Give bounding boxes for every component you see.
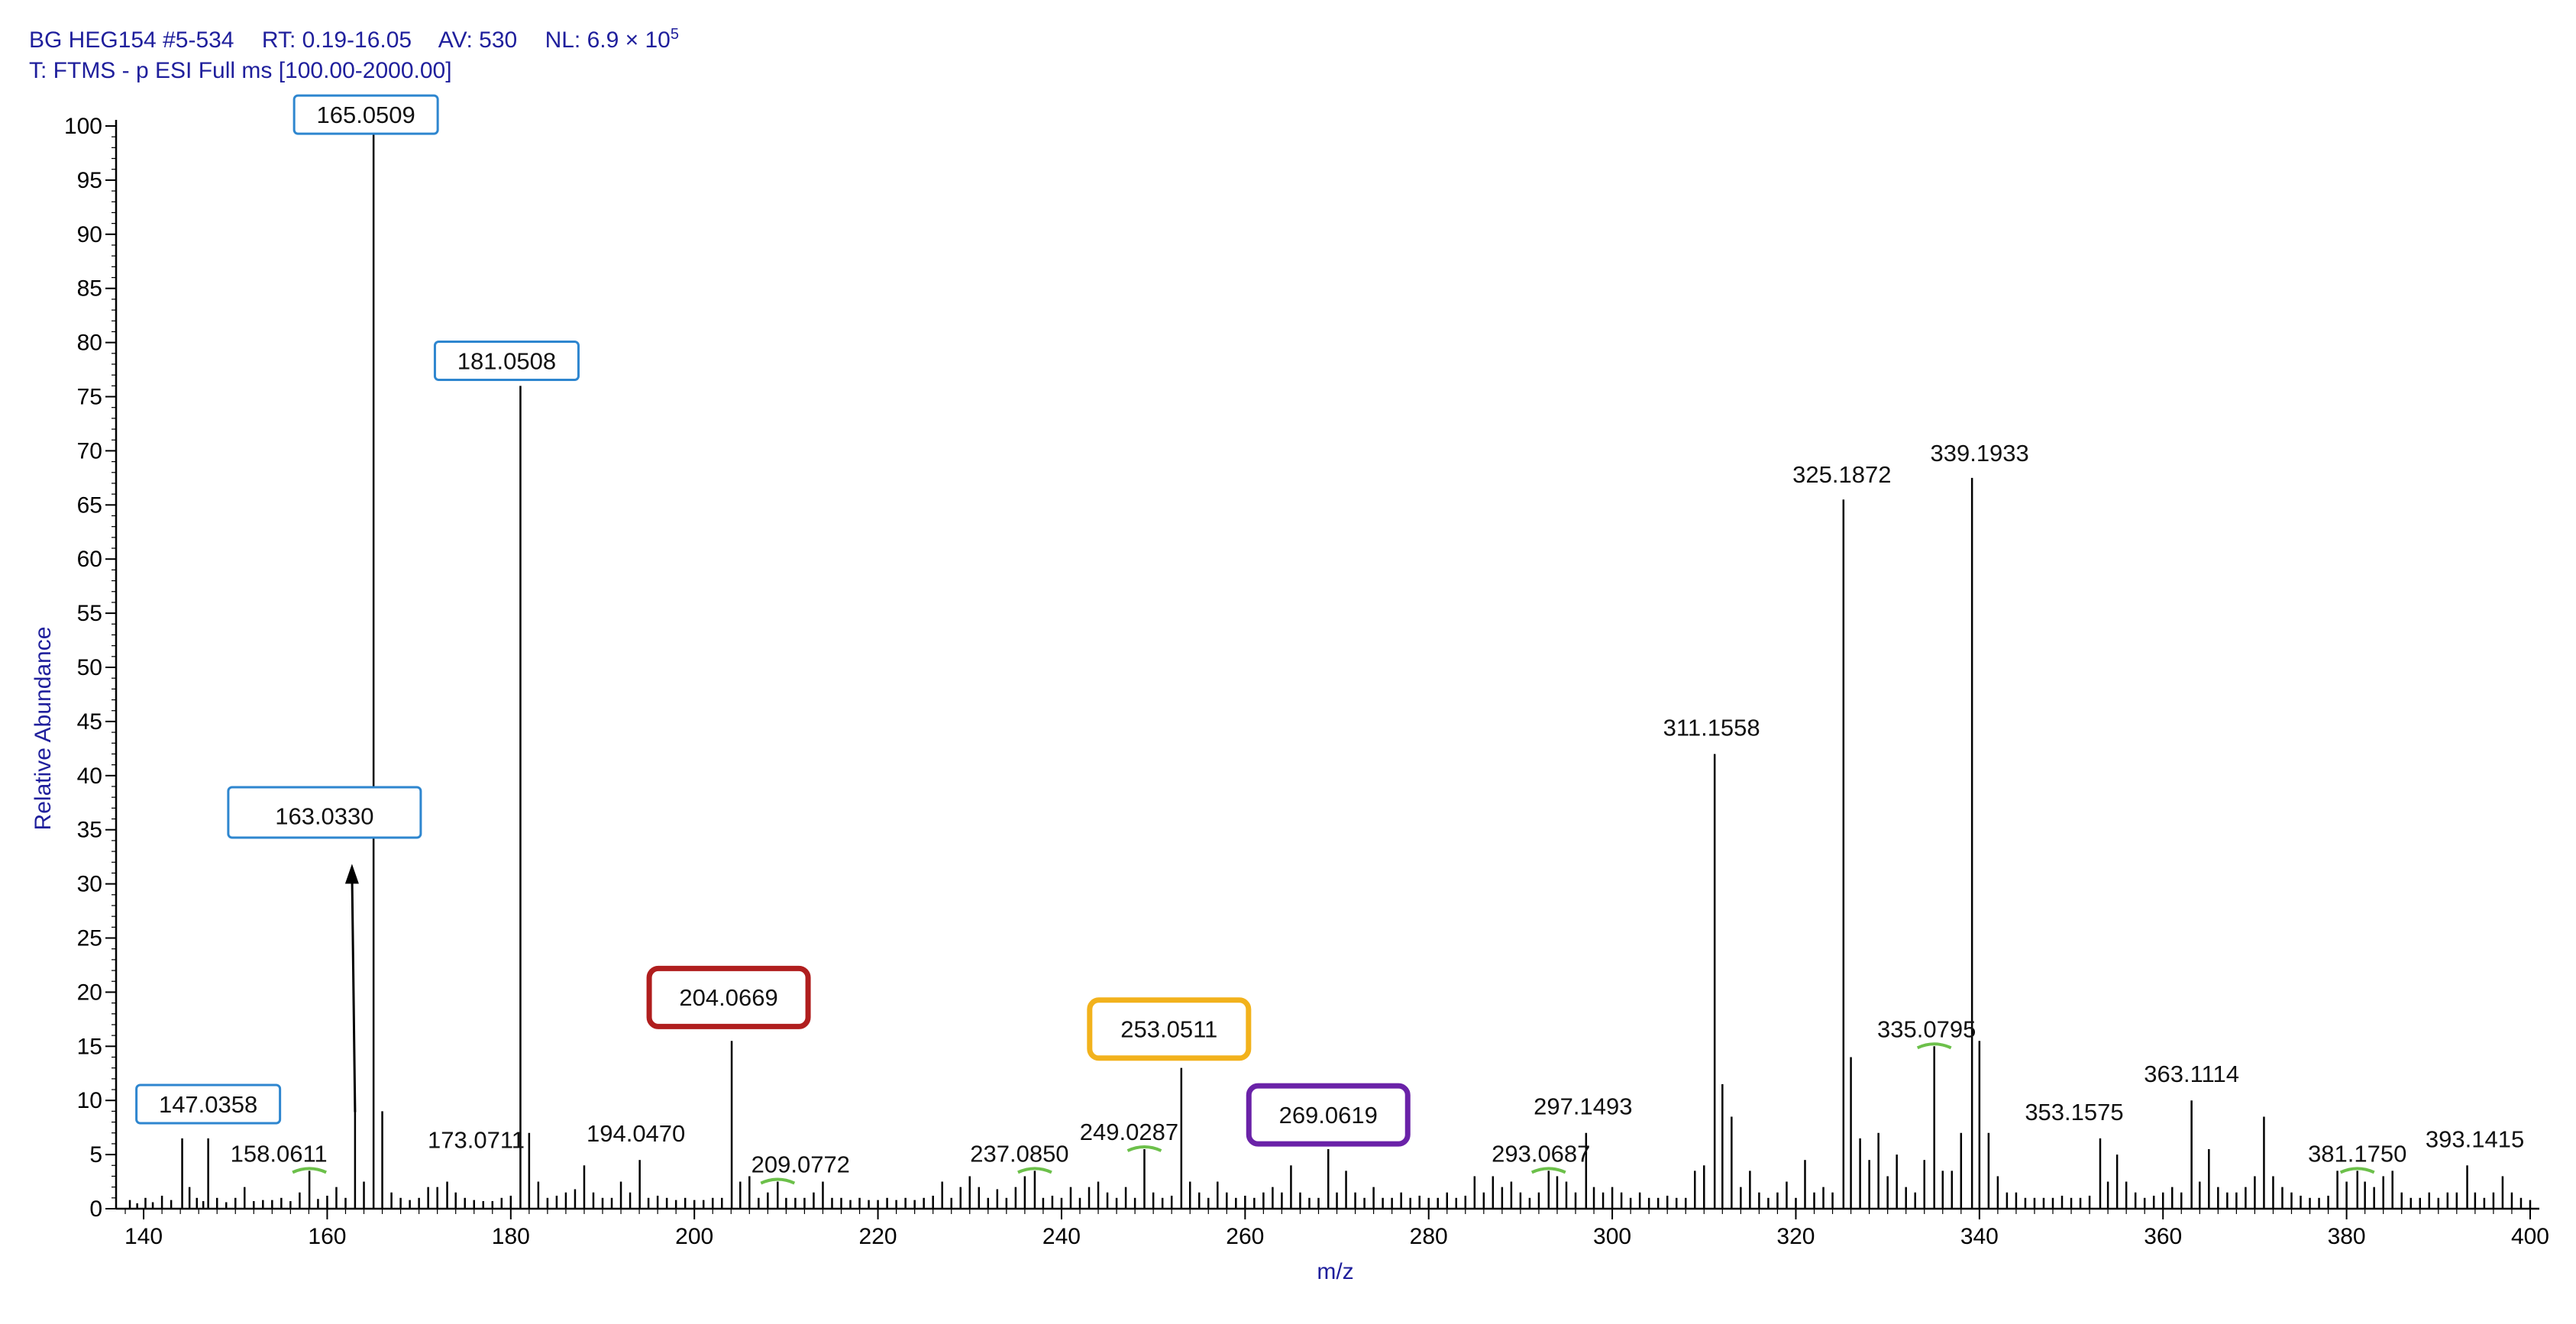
av-label: AV: <box>438 27 473 53</box>
peak-label: 253.0511 <box>1120 1016 1217 1043</box>
x-tick-label: 360 <box>2144 1224 2182 1249</box>
peak-annotation-box <box>227 786 422 839</box>
peak-label: 335.0795 <box>1877 1016 1976 1042</box>
peak-marker <box>1126 1145 1162 1152</box>
peak-label: 381.1750 <box>2308 1140 2406 1167</box>
x-tick-label: 320 <box>1776 1224 1815 1249</box>
peak-marker <box>292 1167 327 1174</box>
peak-label: 249.0287 <box>1080 1119 1178 1145</box>
minor-peaks <box>128 1041 2532 1209</box>
y-tick-label: 15 <box>77 1034 102 1059</box>
peak-label: 293.0687 <box>1492 1140 1590 1167</box>
y-tick-label: 0 <box>89 1196 102 1222</box>
y-tick-label: 60 <box>77 547 102 572</box>
y-tick-label: 70 <box>77 438 102 463</box>
peak-label: 269.0619 <box>1279 1102 1378 1129</box>
x-tick-label: 260 <box>1226 1224 1264 1249</box>
x-tick-label: 280 <box>1410 1224 1448 1249</box>
peak-label: 163.0330 <box>275 802 373 829</box>
y-tick-label: 20 <box>77 980 102 1005</box>
peak-label: 237.0850 <box>970 1140 1068 1167</box>
y-tick-label: 55 <box>77 601 102 626</box>
peak-label: 353.1575 <box>2025 1099 2123 1125</box>
y-axis-title: Relative Abundance <box>31 627 56 831</box>
peak-annotation-box <box>1246 1083 1411 1147</box>
peak-marker <box>2339 1167 2375 1174</box>
peak-label: 165.0509 <box>316 102 415 128</box>
y-tick-label: 75 <box>77 385 102 410</box>
y-tick-label: 65 <box>77 492 102 518</box>
x-tick-label: 340 <box>1960 1224 1999 1249</box>
peak-annotation-box <box>293 94 439 135</box>
peak-label: 194.0470 <box>587 1120 685 1147</box>
nl-label: NL: <box>545 27 581 53</box>
peak-label: 181.0508 <box>457 347 556 374</box>
y-tick-label: 80 <box>77 331 102 356</box>
rt-value: 0.19-16.05 <box>302 27 412 53</box>
peak-annotation-box <box>646 965 811 1029</box>
peak-label: 297.1493 <box>1534 1093 1632 1120</box>
peak-marker <box>1916 1042 1952 1050</box>
y-tick-label: 5 <box>89 1142 102 1167</box>
peak-marker <box>1017 1167 1052 1174</box>
labeled-peaks <box>207 126 2468 1209</box>
peak-annotation-box <box>135 1083 282 1125</box>
peak-label: 147.0358 <box>159 1091 257 1118</box>
y-tick-label: 50 <box>77 655 102 680</box>
peak-label: 158.0611 <box>231 1140 328 1167</box>
x-tick-label: 220 <box>859 1224 897 1249</box>
peak-label: 209.0772 <box>751 1151 850 1178</box>
x-tick-label: 180 <box>492 1224 530 1249</box>
y-tick-label: 25 <box>77 926 102 951</box>
nl-value: 6.9 × 10 <box>587 27 671 53</box>
x-tick-label: 300 <box>1593 1224 1631 1249</box>
scan-header-line1: BG HEG154 #5-534 RT: 0.19-16.05 AV: 530 … <box>29 26 679 53</box>
y-tick-label: 30 <box>77 872 102 897</box>
y-tick-label: 95 <box>77 168 102 193</box>
y-tick-label: 90 <box>77 222 102 247</box>
peak-label: 325.1872 <box>1792 461 1891 488</box>
peak-label: 363.1114 <box>2144 1061 2239 1087</box>
x-tick-label: 380 <box>2328 1224 2366 1249</box>
scan-filter-line: T: FTMS - p ESI Full ms [100.00-2000.00] <box>29 58 452 83</box>
y-tick-label: 10 <box>77 1088 102 1113</box>
x-tick-label: 240 <box>1042 1224 1081 1249</box>
x-axis-title: m/z <box>1317 1259 1353 1284</box>
peak-label: 204.0669 <box>679 984 777 1011</box>
peak-marker <box>760 1177 796 1185</box>
av-value: 530 <box>479 27 518 53</box>
nl-exponent: 5 <box>670 26 679 43</box>
peak-labels: 147.0358 158.0611 163.0330 165.0509 173.0711… <box>135 94 2524 1185</box>
sample-name: BG HEG154 #5-534 <box>29 27 234 53</box>
x-tick-label: 400 <box>2511 1224 2549 1249</box>
arrow-shaft <box>351 870 357 1112</box>
y-tick-label: 35 <box>77 818 102 843</box>
peak-label: 173.0711 <box>428 1127 525 1154</box>
y-tick-label: 85 <box>77 276 102 302</box>
peak-label: 339.1933 <box>1930 440 2028 467</box>
peak-label: 311.1558 <box>1663 714 1760 741</box>
y-tick-label: 40 <box>77 764 102 789</box>
peak-label: 393.1415 <box>2426 1125 2524 1152</box>
peak-annotation-box <box>433 340 580 381</box>
peak-annotation-box <box>1087 997 1252 1061</box>
peak-marker <box>1530 1167 1566 1174</box>
x-tick-label: 160 <box>308 1224 346 1249</box>
arrow-head <box>344 864 359 884</box>
rt-label: RT: <box>261 27 296 53</box>
x-tick-label: 140 <box>124 1224 163 1249</box>
y-tick-label: 100 <box>64 114 102 139</box>
y-tick-label: 45 <box>77 709 102 735</box>
x-tick-label: 200 <box>675 1224 713 1249</box>
